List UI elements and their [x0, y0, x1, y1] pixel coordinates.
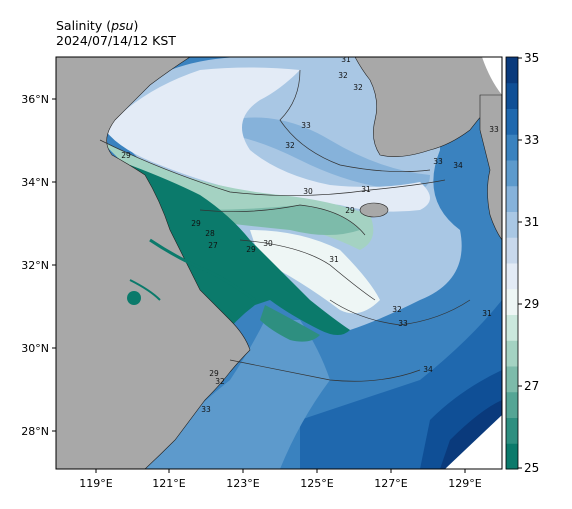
colorbar-ticks: 35 33 31 29 27 25 — [518, 51, 539, 475]
colorbar-step — [506, 443, 518, 470]
map-title: Salinity (psu) 2024/07/14/12 KST — [56, 18, 176, 48]
contour-label: 32 — [353, 83, 363, 92]
green-band-mid — [200, 205, 360, 235]
korea-landmass — [354, 57, 502, 157]
colorbar-tick-label: 33 — [524, 133, 539, 147]
colorbar-step — [506, 134, 518, 161]
lon-tick-label: 119°E — [79, 477, 112, 490]
lat-tick-label: 32°N — [21, 259, 49, 272]
low-salinity-north — [105, 67, 430, 212]
map-panel: 31 32 32 33 32 30 31 29 29 29 28 27 29 3… — [56, 55, 502, 469]
contour-label: 27 — [208, 241, 218, 250]
colorbar-step — [506, 160, 518, 187]
contour-lines — [99, 69, 471, 382]
colorbar-step — [506, 108, 518, 135]
lat-tick-label: 36°N — [21, 93, 49, 106]
lat-tick-label: 34°N — [21, 176, 49, 189]
contour-label: 28 — [205, 229, 215, 238]
colorbar-tick-label: 31 — [524, 215, 539, 229]
contour-label: 34 — [453, 161, 463, 170]
map-frame — [55, 56, 503, 470]
coastal-band-south — [140, 320, 330, 469]
lon-tick-label: 123°E — [226, 477, 259, 490]
contour-label: 29 — [345, 206, 355, 215]
contour-label: 33 — [489, 125, 499, 134]
lon-axis: 119°E 121°E 123°E 125°E 127°E 129°E — [79, 469, 482, 490]
mid-yellow-sea-33 — [230, 117, 430, 191]
colorbar-frame — [505, 56, 519, 470]
colorbar-tick-label: 25 — [524, 461, 539, 475]
title-variable: Salinity (psu) — [56, 18, 139, 33]
jeju-island — [359, 202, 389, 218]
colorbar-step — [506, 185, 518, 212]
colorbar-step — [506, 366, 518, 393]
lon-tick-label: 129°E — [448, 477, 481, 490]
colorbar-steps — [506, 57, 518, 470]
lat-tick-label: 28°N — [21, 425, 49, 438]
colorbar-tick-label: 29 — [524, 297, 539, 311]
colorbar-step — [506, 391, 518, 418]
japan-landmass — [479, 94, 502, 241]
contour-label: 33 — [398, 319, 408, 328]
lat-tick-label: 30°N — [21, 342, 49, 355]
contour-label: 31 — [329, 255, 339, 264]
title-timestamp: 2024/07/14/12 KST — [56, 33, 176, 48]
colorbar-tick-label: 35 — [524, 51, 539, 65]
changjiang-plume — [130, 165, 350, 340]
contour-label: 34 — [423, 365, 433, 374]
colorbar-tick-label: 27 — [524, 379, 539, 393]
contour-label: 32 — [392, 305, 402, 314]
contour-label: 30 — [303, 187, 313, 196]
contour-label: 33 — [301, 121, 311, 130]
contour-label: 31 — [361, 185, 371, 194]
colorbar-step — [506, 417, 518, 444]
colorbar-step — [506, 237, 518, 264]
contour-label: 29 — [121, 151, 131, 160]
colorbar-step — [506, 340, 518, 367]
contour-label: 31 — [341, 55, 351, 64]
outside-domain-se — [445, 415, 502, 469]
contour-label: 30 — [263, 239, 273, 248]
colorbar-step — [506, 288, 518, 315]
river-branch — [129, 279, 161, 301]
contour-label-group: 31 32 32 33 32 30 31 29 29 29 28 27 29 3… — [121, 55, 499, 414]
contour-label: 31 — [482, 309, 492, 318]
colorbar-step — [506, 82, 518, 109]
contour-label: 32 — [215, 377, 225, 386]
lake — [127, 291, 141, 305]
contour-label: 29 — [209, 369, 219, 378]
lon-tick-label: 125°E — [300, 477, 333, 490]
colorbar-step — [506, 314, 518, 341]
contour-label: 33 — [201, 405, 211, 414]
lon-tick-label: 121°E — [152, 477, 185, 490]
contour-label: 32 — [285, 141, 295, 150]
contour-label: 29 — [191, 219, 201, 228]
lon-tick-label: 127°E — [374, 477, 407, 490]
plume-edge — [260, 305, 320, 342]
lat-axis: 36°N 34°N 32°N 30°N 28°N — [21, 93, 56, 438]
contour-label: 32 — [338, 71, 348, 80]
colorbar-step — [506, 57, 518, 84]
china-landmass — [56, 57, 251, 469]
colorbar: 35 33 31 29 27 25 — [505, 51, 539, 475]
outside-domain-ne — [482, 57, 502, 95]
plume-white — [250, 230, 380, 314]
colorbar-step — [506, 211, 518, 238]
colorbar-step — [506, 263, 518, 290]
yangtze-river — [149, 238, 256, 302]
contour-label: 33 — [433, 157, 443, 166]
contour-label: 29 — [246, 245, 256, 254]
